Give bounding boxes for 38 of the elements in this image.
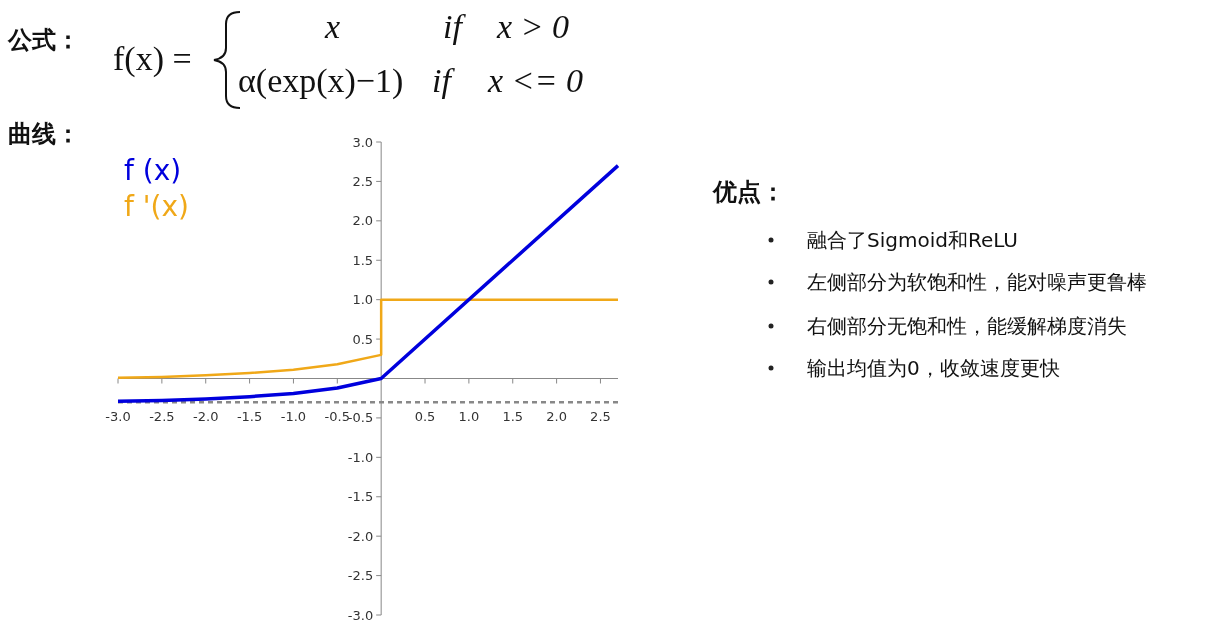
text: 输出均值为0，收敛速度更快 [807, 356, 1060, 380]
text: f '(x) [124, 190, 189, 223]
text: 优点： [712, 178, 785, 206]
text: f(x) = [113, 40, 192, 78]
text: x [324, 8, 341, 45]
text: x <= 0 [487, 62, 583, 99]
x-tick-label: -2.0 [193, 408, 219, 424]
text: f (x) [124, 154, 182, 187]
y-tick-label: -2.0 [347, 528, 374, 544]
text: α(exp(x)−1) [238, 62, 404, 100]
y-tick-label: 1.5 [352, 252, 374, 268]
x-tick-label: -3.0 [105, 408, 131, 424]
x-tick-label: 0.5 [414, 408, 436, 424]
y-tick-label: -2.5 [347, 568, 374, 584]
x-tick-label: -1.5 [236, 408, 263, 424]
x-tick-label: -2.5 [149, 408, 175, 424]
x-tick-label: -0.5 [324, 408, 350, 424]
x-tick-label: 2.0 [546, 408, 567, 424]
x-tick-label: 2.5 [590, 408, 611, 424]
text: if [432, 62, 456, 99]
y-tick-label: -1.5 [347, 489, 374, 505]
y-tick-label: 2.5 [352, 173, 374, 189]
text: 公式： [7, 26, 80, 54]
y-tick-label: -3.0 [347, 607, 374, 623]
x-tick-label: -1.0 [280, 408, 307, 424]
y-tick-label: 0.5 [352, 331, 374, 347]
x-tick-label: 1.0 [458, 408, 480, 424]
text: 左侧部分为软饱和性，能对噪声更鲁棒 [807, 270, 1147, 294]
y-tick-label: 2.0 [352, 213, 374, 229]
y-tick-label: 1.0 [352, 292, 374, 308]
text: x > 0 [496, 8, 570, 45]
text: 右侧部分无饱和性，能缓解梯度消失 [807, 314, 1127, 338]
x-tick-label: 1.5 [502, 408, 524, 424]
y-tick-label: 3.0 [352, 134, 374, 150]
y-tick-label: -1.0 [347, 449, 374, 465]
text: 融合了Sigmoid和ReLU [807, 228, 1019, 252]
text: 曲线： [8, 120, 80, 148]
text: if [443, 8, 467, 45]
